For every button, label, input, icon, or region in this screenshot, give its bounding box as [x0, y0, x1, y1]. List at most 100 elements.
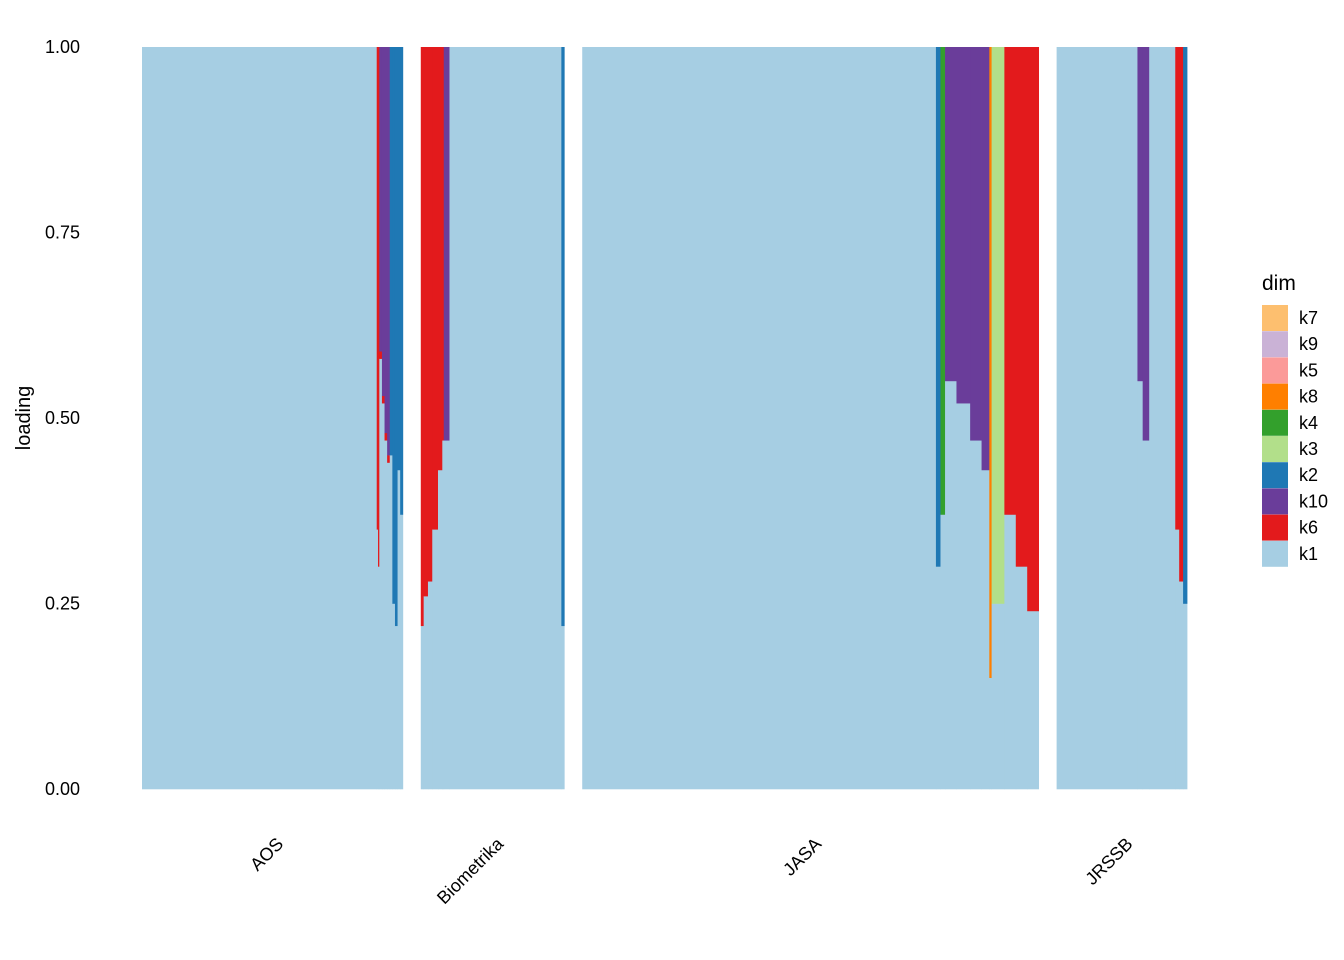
segment-aos-7-k1	[389, 455, 393, 790]
segment-jasa-8-k1	[991, 603, 1005, 790]
legend-key-k2	[1262, 462, 1288, 489]
y-tick-label: 0.25	[45, 594, 80, 614]
segment-biometrika-6-k1	[443, 440, 450, 790]
segment-jasa-5-k10	[970, 47, 982, 441]
segment-jasa-4-k1	[956, 403, 971, 790]
segment-biometrika-1-k1	[423, 596, 429, 790]
segment-jrssb-2-k1	[1142, 440, 1150, 790]
legend-key-k6	[1262, 514, 1288, 541]
segment-jrssb-0-k1	[1056, 47, 1138, 790]
segment-jasa-0-k1	[582, 47, 937, 790]
facet-label-jrssb: JRSSB	[1081, 834, 1136, 889]
segment-biometrika-6-k10	[443, 47, 450, 441]
segment-biometrika-8-k2	[561, 47, 565, 627]
segment-jasa-9-k1	[1004, 514, 1017, 790]
facet-panels	[142, 47, 1188, 790]
legend-label-k10: k10	[1299, 491, 1328, 511]
legend-title: dim	[1262, 272, 1296, 295]
legend-key-k10	[1262, 488, 1288, 515]
segment-aos-10-k1	[397, 469, 401, 790]
segment-aos-4-k1	[381, 403, 385, 790]
segment-biometrika-5-k6	[442, 47, 445, 441]
segment-jasa-9-k6	[1004, 47, 1017, 515]
segment-jasa-1-k1	[935, 566, 941, 790]
segment-jasa-7-k8	[989, 47, 992, 678]
legend-label-k4: k4	[1299, 413, 1318, 433]
segment-aos-9-k2	[394, 47, 398, 627]
legend-key-k8	[1262, 383, 1288, 410]
facet-panel-jrssb	[1056, 47, 1188, 790]
segment-jasa-5-k1	[970, 440, 982, 790]
segment-biometrika-5-k1	[442, 440, 445, 790]
facet-label-biometrika: Biometrika	[433, 833, 508, 908]
segment-jasa-3-k1	[945, 380, 957, 790]
segment-aos-9-k1	[394, 625, 398, 790]
segment-jrssb-5-k6	[1179, 47, 1184, 582]
legend-label-k8: k8	[1299, 387, 1318, 407]
legend-key-k9	[1262, 331, 1288, 358]
facet-label-jasa: JASA	[779, 834, 825, 880]
legend-label-k9: k9	[1299, 334, 1318, 354]
segment-jasa-1-k2	[935, 47, 941, 567]
segment-aos-2-k6	[378, 47, 380, 567]
segment-aos-7-k2	[389, 47, 393, 456]
y-tick-label: 0.50	[45, 408, 80, 428]
segment-aos-1-k6	[376, 47, 379, 530]
segment-aos-3-k6	[379, 351, 383, 359]
segment-aos-2-k1	[378, 566, 380, 790]
segment-jasa-6-k1	[981, 469, 990, 790]
segment-jrssb-6-k1	[1183, 603, 1188, 790]
segment-aos-0-k1	[142, 47, 378, 790]
legend-key-k7	[1262, 305, 1288, 331]
segment-aos-5-k6	[384, 432, 388, 441]
segment-biometrika-1-k6	[423, 47, 429, 597]
segment-aos-8-k1	[392, 603, 396, 790]
segment-aos-3-k1	[379, 358, 383, 790]
legend-label-k7: k7	[1299, 308, 1318, 328]
segment-jrssb-4-k1	[1175, 529, 1180, 790]
legend-label-k6: k6	[1299, 518, 1318, 538]
legend-key-k1	[1262, 540, 1288, 567]
segment-aos-6-k10	[387, 47, 391, 456]
segment-jrssb-3-k1	[1149, 47, 1176, 790]
segment-jrssb-4-k6	[1175, 47, 1180, 530]
y-tick-label: 0.75	[45, 223, 80, 243]
segment-aos-4-k10	[381, 47, 385, 397]
segment-jasa-8-k3	[991, 47, 1005, 604]
legend-key-k3	[1262, 436, 1288, 462]
segment-jasa-2-k4	[940, 47, 946, 515]
segment-jasa-7-k1	[989, 677, 992, 790]
x-axis-facet-labels: AOS Biometrika JASA JRSSB	[246, 833, 1136, 908]
segment-biometrika-4-k6	[438, 47, 443, 471]
segment-jasa-11-k6	[1027, 47, 1040, 612]
legend-label-k5: k5	[1299, 360, 1318, 380]
y-axis-title: loading	[13, 386, 35, 451]
segment-jasa-2-k1	[940, 514, 946, 790]
segment-aos-3-k10	[379, 47, 383, 352]
segment-biometrika-3-k6	[432, 47, 439, 530]
segment-jrssb-1-k10	[1137, 47, 1144, 382]
segment-biometrika-8-k1	[561, 625, 565, 790]
segment-biometrika-3-k1	[432, 529, 439, 790]
segment-aos-6-k6	[387, 455, 391, 463]
segment-biometrika-2-k6	[427, 47, 433, 582]
segment-aos-11-k2	[400, 47, 404, 515]
segment-aos-1-k1	[376, 529, 379, 790]
segment-biometrika-4-k1	[438, 469, 443, 790]
legend-label-k2: k2	[1299, 465, 1318, 485]
segment-jasa-4-k10	[956, 47, 971, 404]
segment-biometrika-7-k1	[449, 47, 562, 790]
segment-biometrika-0-k6	[420, 47, 425, 627]
segment-jasa-10-k1	[1015, 566, 1028, 790]
segment-jasa-3-k10	[945, 47, 957, 382]
legend-key-k4	[1262, 409, 1288, 436]
segment-aos-5-k10	[384, 47, 388, 434]
segment-jrssb-2-k10	[1142, 47, 1150, 441]
legend-key-k5	[1262, 357, 1288, 384]
y-axis: 0.00 0.25 0.50 0.75 1.00	[45, 37, 80, 799]
segment-jasa-6-k10	[981, 47, 990, 471]
segment-aos-11-k1	[400, 514, 404, 790]
legend-label-k1: k1	[1299, 544, 1318, 564]
segment-aos-6-k1	[387, 462, 391, 790]
